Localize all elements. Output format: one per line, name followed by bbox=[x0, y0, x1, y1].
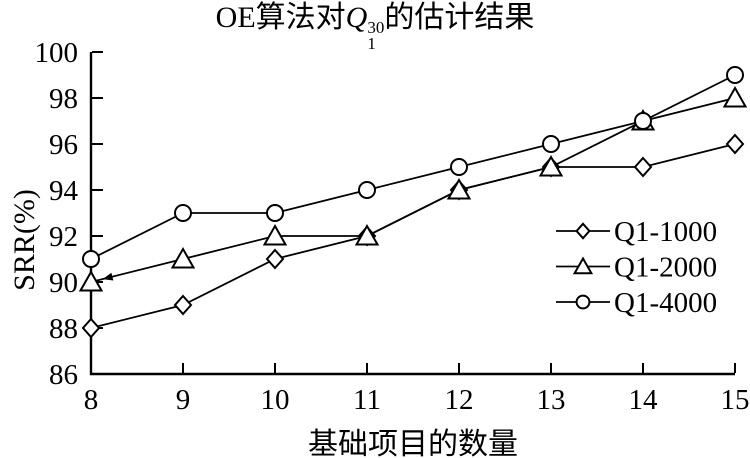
legend-item-Q1-1000: Q1-1000 bbox=[556, 216, 717, 248]
x-tick-label: 13 bbox=[537, 384, 566, 416]
marker-Q1-1000-x8 bbox=[81, 317, 101, 339]
marker-Q1-1000-x15 bbox=[725, 133, 745, 155]
legend-label: Q1-4000 bbox=[614, 287, 717, 319]
series-line-Q1-2000 bbox=[90, 97, 736, 283]
marker-Q1-4000-x15 bbox=[726, 66, 744, 84]
marker-Q1-4000-x13 bbox=[542, 135, 560, 153]
marker-Q1-4000-x14 bbox=[634, 112, 652, 130]
chart-title-supsub: 30 1 bbox=[367, 18, 385, 53]
x-tick-label: 10 bbox=[261, 384, 290, 416]
x-tick-label: 15 bbox=[721, 384, 750, 416]
x-tick-label: 12 bbox=[445, 384, 474, 416]
chart-title-superscript: 30 bbox=[367, 18, 385, 38]
y-tick-label: 94 bbox=[49, 175, 79, 207]
y-tick-label: 98 bbox=[49, 83, 78, 115]
x-tick-label: 11 bbox=[353, 384, 381, 416]
marker-Q1-2000-x8 bbox=[78, 269, 104, 292]
y-tick-label: 100 bbox=[35, 37, 79, 69]
y-tick-label: 88 bbox=[49, 313, 78, 345]
axes-frame bbox=[89, 52, 735, 376]
chart-title-variable: Q bbox=[345, 1, 368, 34]
marker-Q1-4000-x12 bbox=[450, 158, 468, 176]
legend-label: Q1-1000 bbox=[614, 216, 717, 248]
marker-Q1-2000-x11 bbox=[354, 223, 380, 246]
annotation-arrowhead bbox=[102, 272, 114, 281]
marker-Q1-1000-x14 bbox=[633, 156, 653, 178]
series-Q1-4000 bbox=[82, 66, 744, 268]
marker-Q1-4000-x11 bbox=[358, 181, 376, 199]
legend-diamond-icon bbox=[575, 222, 591, 240]
x-tick-label: 8 bbox=[84, 384, 99, 416]
y-tick-label: 90 bbox=[49, 267, 78, 299]
x-tick-label: 9 bbox=[176, 384, 191, 416]
chart-title: OE算法对Q 30 1 的估计结果 bbox=[0, 0, 750, 53]
chart-title-suffix: 的估计结果 bbox=[384, 1, 535, 34]
x-tick-label: 14 bbox=[629, 384, 659, 416]
marker-Q1-2000-x15 bbox=[722, 85, 748, 108]
marker-Q1-1000-x10 bbox=[265, 248, 285, 270]
series-Q1-2000 bbox=[78, 85, 748, 292]
marker-Q1-2000-x12 bbox=[446, 177, 472, 200]
legend-item-Q1-2000: Q1-2000 bbox=[556, 252, 717, 284]
marker-Q1-4000-x10 bbox=[266, 204, 284, 222]
y-tick-label: 86 bbox=[49, 359, 78, 391]
marker-Q1-2000-x13 bbox=[538, 154, 564, 177]
marker-Q1-1000-x9 bbox=[173, 294, 193, 316]
marker-Q1-4000-x8 bbox=[82, 250, 100, 268]
chart-title-subscript: 1 bbox=[367, 33, 376, 53]
marker-Q1-2000-x9 bbox=[170, 246, 196, 269]
legend-label: Q1-2000 bbox=[614, 252, 717, 284]
y-tick-label: 96 bbox=[49, 129, 78, 161]
legend-triangle-icon bbox=[572, 256, 594, 275]
marker-Q1-4000-x9 bbox=[174, 204, 192, 222]
y-tick-label: 92 bbox=[49, 221, 78, 253]
chart-title-prefix: OE算法对 bbox=[215, 1, 346, 34]
series-line-Q1-4000 bbox=[90, 74, 736, 260]
legend-circle-icon bbox=[575, 294, 591, 310]
legend-item-Q1-4000: Q1-4000 bbox=[556, 287, 717, 319]
marker-Q1-2000-x10 bbox=[262, 223, 288, 246]
x-axis-label: 基础项目的数量 bbox=[308, 428, 518, 458]
